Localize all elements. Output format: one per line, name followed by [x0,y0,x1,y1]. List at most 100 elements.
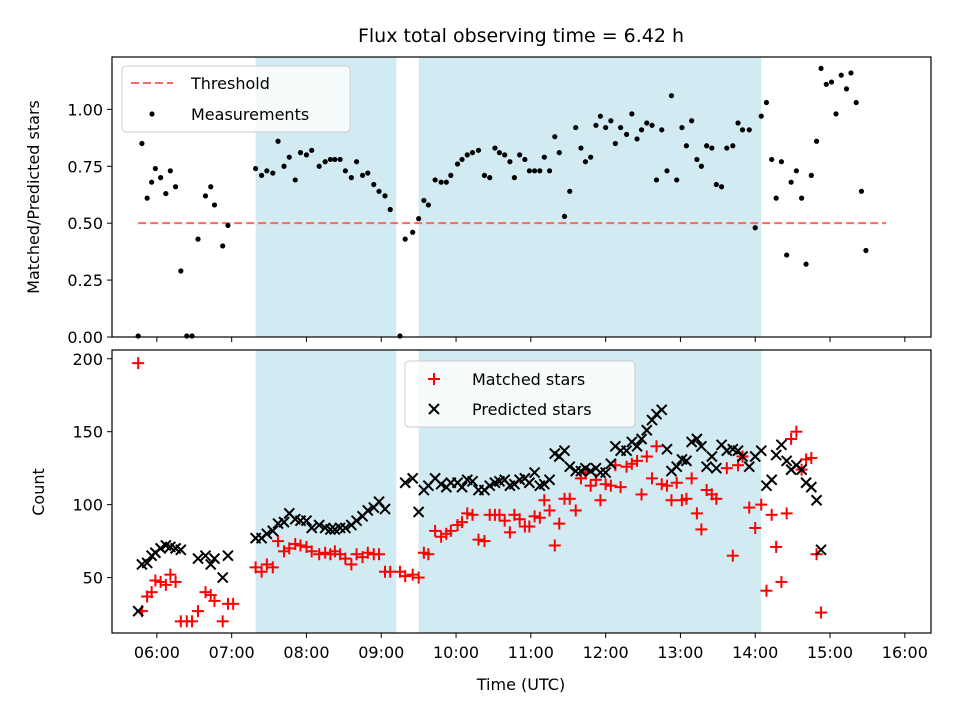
measurement-point [348,175,354,181]
measurement-point [709,145,715,151]
matched-star-point [533,511,546,524]
predicted-star-point [132,605,144,617]
measurement-point [144,195,150,201]
measurement-point [813,138,820,144]
matched-star-point [538,494,551,507]
measurement-point [502,152,508,158]
measurement-point [593,122,599,128]
y-tick-label: 0.25 [67,271,103,290]
measurement-point [618,124,624,131]
count-panel: 50 100 150 200 06:00 07:00 08:00 09:00 10:00 11:… [29,349,932,694]
measurement-point [469,150,476,156]
x-tick-label: 13:00 [657,643,703,662]
measurement-point [158,175,164,181]
chart-title: Flux total observing time = 6.42 h [358,25,684,47]
matched-star-point [625,457,638,470]
measurement-point [838,72,844,78]
matched-star-point [461,507,474,520]
matched-star-point [631,454,644,467]
matched-star-point [260,558,273,571]
x-tick-label: 07:00 [209,643,255,662]
measurement-point [689,118,695,124]
x-tick-label: 09:00 [358,643,404,662]
predicted-star-point [605,458,617,470]
measurement-point [746,127,752,133]
measurement-point [481,172,488,178]
measurement-point [397,333,403,339]
predicted-star-point [635,433,648,445]
measurement-point [612,140,618,147]
measurement-point [704,143,710,149]
measurement-point [718,184,725,190]
predicted-star-point [205,558,217,571]
measurement-point [371,181,377,188]
matched-star-point [478,535,491,548]
predicted-star-point [710,462,723,474]
predicted-star-point [324,523,337,536]
matched-star-point [216,615,229,628]
legend-matched-label: Matched stars [472,370,585,389]
measurement-point [172,184,179,190]
predicted-star-point [570,465,582,477]
measurement-point [634,136,640,142]
predicted-star-point [339,522,352,534]
ratio-y-axis-label: Matched/Predicted stars [24,100,43,294]
predicted-star-point [334,522,346,534]
measurement-point [322,159,328,165]
measurement-point [858,188,865,194]
measurement-point [833,111,839,117]
measurement-point [649,122,655,128]
predicted-star-point [456,481,468,493]
measurement-point [674,177,680,183]
measurement-point [316,163,322,169]
y-tick-label: 0.75 [67,157,103,176]
y-tick-label: 150 [72,423,103,442]
measurement-point [225,222,231,229]
measurement-point [803,261,809,267]
measurement-point [178,268,184,274]
matched-star-point [255,565,268,578]
measurement-point [416,216,422,222]
matched-star-point [720,462,733,475]
predicted-star-point [736,450,749,463]
matched-star-point [620,460,633,473]
predicted-star-point [313,519,325,531]
matched-star-point [208,594,221,607]
measurement-point [202,193,209,199]
matched-star-point [635,488,648,501]
ratio-legend: Threshold Measurements [121,65,351,133]
matched-star-point [640,450,653,463]
matched-star-point [805,451,818,464]
measurement-point [281,163,287,169]
measurement-point [275,138,281,144]
predicted-star-point [528,466,541,479]
measurement-point [752,225,758,231]
predicted-star-point [399,477,411,489]
predicted-star-point [523,477,536,489]
matched-star-point [755,498,768,511]
measurement-point [454,161,461,167]
predicted-star-point [222,549,234,562]
measurement-point [459,156,465,163]
count-y-axis-label: Count [29,468,48,516]
predicted-star-point [594,466,607,479]
legend-measurements-label: Measurements [191,105,309,124]
measurement-point [507,159,513,165]
predicted-star-point [543,474,556,486]
measurement-point [567,188,573,194]
x-tick-label: 15:00 [807,643,853,662]
measurement-point [818,65,824,71]
predicted-star-point [700,460,713,473]
matched-star-point [498,514,511,527]
predicted-star-point [350,514,363,527]
matched-star-point [345,558,358,571]
measurement-point [253,165,259,172]
matched-star-point [412,571,425,584]
matched-star-point [680,492,693,505]
matched-star-point [553,517,566,530]
measurement-point [679,124,685,131]
measurement-point [848,70,854,76]
matched-star-point [780,507,793,520]
measurement-point [597,113,604,119]
